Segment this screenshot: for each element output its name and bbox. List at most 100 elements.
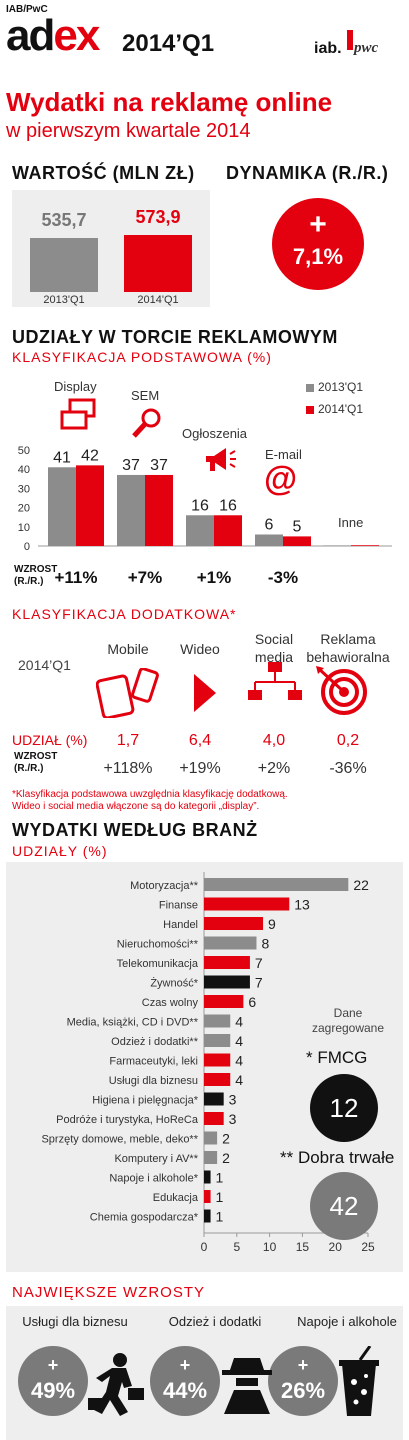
- footnote-1: *Klasyfikacja podstawowa uwzględnia klas…: [12, 789, 288, 800]
- industry-category-label: Żywność*: [150, 977, 198, 990]
- industry-bar: [204, 1014, 231, 1028]
- extra-heading: KLASYFIKACJA DODATKOWA*: [12, 606, 237, 622]
- industry-bar-value: 8: [261, 936, 269, 952]
- play-icon: [194, 674, 216, 712]
- share-bar: [117, 474, 145, 546]
- dynamics-sign: +: [309, 208, 327, 241]
- legend-label-2013: 2013'Q1: [318, 380, 363, 394]
- industry-bar: [204, 917, 264, 930]
- industry-bar-value: 9: [268, 916, 276, 932]
- durable-circle: 42: [310, 1172, 378, 1240]
- industry-category-label: Motoryzacja**: [130, 880, 199, 892]
- value-bar-period: 2013'Q1: [43, 294, 85, 306]
- growth-item-circle: +44%: [150, 1346, 220, 1416]
- pwc-logo: pwc: [354, 40, 379, 56]
- dynamics-heading: DYNAMIKA (R./R.): [226, 163, 389, 183]
- dynamics-circle: + 7,1%: [272, 198, 364, 290]
- extra-item-growth: +19%: [179, 760, 221, 777]
- share-growth-value: +11%: [54, 568, 98, 587]
- industry-x-tick: 10: [263, 1240, 277, 1254]
- industry-category-label: Czas wolny: [142, 997, 199, 1009]
- legend-label-2014: 2014'Q1: [318, 402, 363, 416]
- share-y-tick: 0: [24, 541, 30, 553]
- fmcg-circle: 12: [310, 1074, 378, 1142]
- cat-label-inne: Inne: [338, 515, 364, 530]
- industry-bar: [204, 995, 244, 1008]
- share-growth-value: +1%: [196, 568, 232, 587]
- share-bar-label: 5: [293, 518, 302, 535]
- display-icon: [60, 398, 96, 430]
- industry-category-label: Podróże i turystyka, HoReCa: [56, 1114, 199, 1126]
- iab-logo: iab.: [314, 40, 342, 57]
- share-chart: 0 10 20 30 40 50 41 42 37 37 16 16 6 5: [18, 445, 392, 553]
- industry-bar: [204, 1170, 211, 1184]
- extra-item-share: 0,2: [336, 732, 360, 749]
- industry-x-tick: 20: [329, 1240, 343, 1254]
- industry-category-label: Media, książki, CD i DVD**: [67, 1017, 199, 1029]
- growth-item-sign: +: [179, 1355, 191, 1375]
- value-bar: [124, 235, 192, 292]
- industry-bar-value: 7: [255, 975, 263, 991]
- extra-item-share: 4,0: [262, 732, 286, 749]
- adex-logo: adex: [6, 11, 100, 60]
- share-bar-label: 16: [191, 497, 209, 514]
- extra-item-share: 1,7: [116, 732, 140, 749]
- at-icon: @: [264, 460, 298, 498]
- industry-bar: [204, 936, 257, 950]
- extra-item-name: Wideo: [180, 641, 220, 657]
- growth-item-name: Napoje i alkohole: [297, 1314, 397, 1329]
- share-bar-label: 16: [219, 497, 237, 514]
- magnifier-icon: [132, 408, 161, 438]
- value-bar-label: 573,9: [135, 207, 181, 227]
- value-heading: WARTOŚĆ (MLN ZŁ): [12, 163, 195, 183]
- industry-bar-value: 4: [235, 1014, 243, 1030]
- growth-item-sign: +: [47, 1355, 59, 1375]
- footnote-2: Wideo i social media włączone są do kate…: [12, 801, 260, 812]
- growth-item-value: 44%: [162, 1378, 208, 1403]
- extra-item-name: Mobile: [107, 641, 149, 657]
- share-bar: [255, 534, 283, 546]
- industry-category-label: Edukacja: [153, 1192, 199, 1204]
- megaphone-icon: [206, 448, 236, 471]
- industry-x-tick: 5: [233, 1240, 240, 1254]
- growths-heading: NAJWIĘKSZE WZROSTY: [12, 1284, 206, 1301]
- share-bar-label: 37: [150, 457, 168, 474]
- industry-category-label: Telekomunikacja: [117, 958, 199, 970]
- industry-category-label: Finanse: [159, 900, 198, 912]
- industry-bar: [204, 1151, 218, 1164]
- tablet-phone-icon: [96, 668, 159, 718]
- cat-label-sem: SEM: [131, 388, 160, 403]
- network-icon: [248, 662, 302, 700]
- industry-category-label: Odzież i dodatki**: [111, 1036, 199, 1048]
- spy-icon: [222, 1358, 272, 1414]
- industry-bar-value: 13: [294, 897, 310, 913]
- share-bar: [48, 467, 76, 546]
- industry-bar: [204, 1073, 231, 1086]
- cat-label-display: Display: [54, 379, 97, 394]
- industry-category-label: Handel: [163, 919, 198, 931]
- share-growth-label: WZROST (R./R.): [14, 564, 58, 587]
- extra-item-growth: -36%: [329, 760, 367, 777]
- extra-period: 2014’Q1: [18, 657, 71, 673]
- growth-item-circle: +49%: [18, 1346, 88, 1416]
- share-bar-label: 6: [265, 516, 274, 533]
- industry-category-label: Sprzęty domowe, meble, deko**: [41, 1134, 198, 1146]
- industry-category-label: Chemia gospodarcza*: [90, 1212, 199, 1224]
- extra-item-share: 6,4: [188, 732, 212, 749]
- share-bar-label: 41: [53, 449, 71, 466]
- period-title: 2014’Q1: [122, 30, 215, 57]
- extra-item-name: Reklama behawioralna: [306, 631, 390, 665]
- share-subheading: KLASYFIKACJA PODSTAWOWA (%): [12, 349, 272, 365]
- industry-category-label: Napoje i alkohole*: [109, 1173, 198, 1185]
- share-heading: UDZIAŁY W TORCIE REKLAMOWYM: [12, 327, 338, 347]
- industry-x-tick: 15: [296, 1240, 310, 1254]
- share-bar-label: 42: [81, 447, 99, 464]
- industry-bar-value: 1: [216, 1209, 224, 1225]
- main-subtitle: w pierwszym kwartale 2014: [6, 120, 251, 142]
- extra-item-growth: +2%: [257, 760, 291, 777]
- legend-swatch-2014: [306, 406, 314, 414]
- extra-item-name: Social media: [254, 631, 294, 665]
- industry-bar: [204, 1209, 211, 1223]
- share-y-tick: 20: [18, 503, 30, 515]
